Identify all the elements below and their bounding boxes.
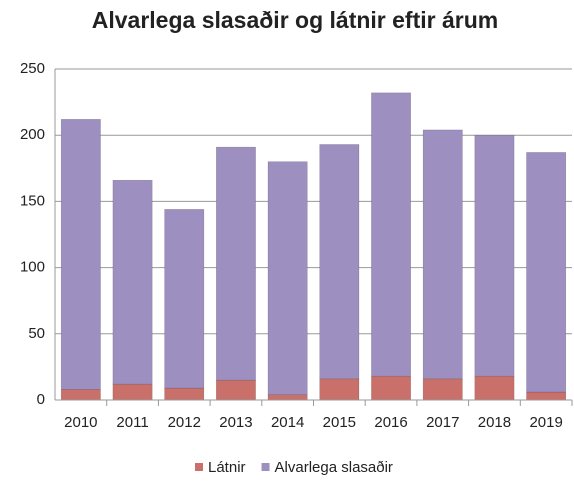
x-tick-label: 2018	[478, 414, 511, 431]
legend-swatch	[261, 463, 270, 471]
bar-segment	[526, 391, 567, 401]
bar-segment	[267, 394, 308, 401]
y-tick-label: 100	[20, 259, 45, 276]
bar-segment	[422, 129, 463, 380]
chart-title: Alvarlega slasaðir og látnir eftir árum	[92, 7, 498, 33]
bar-segment	[267, 161, 308, 395]
bar-segment	[371, 92, 411, 377]
y-tick-label: 200	[20, 126, 45, 143]
bar-segment	[422, 378, 463, 401]
bar-segment	[474, 375, 515, 401]
bar-segment	[112, 179, 153, 385]
bar-segment	[112, 383, 153, 401]
legend-swatch	[195, 463, 203, 471]
bar-segment	[526, 152, 567, 393]
bar-segment	[319, 144, 360, 380]
x-tick-label: 2011	[116, 414, 148, 431]
x-tick-label: 2015	[323, 414, 356, 431]
y-tick-label: 150	[20, 192, 45, 209]
bar-segment	[164, 209, 205, 389]
x-tick-label: 2016	[374, 414, 407, 431]
legend-label: Alvarlega slasaðir	[275, 459, 393, 476]
x-tick-label: 2010	[64, 414, 97, 431]
x-tick-label: 2012	[168, 414, 201, 431]
bar-segment	[474, 134, 515, 377]
x-tick-label: 2014	[271, 414, 304, 431]
bar-segment	[216, 379, 256, 401]
x-tick-label: 2017	[426, 414, 459, 431]
y-tick-label: 50	[28, 325, 45, 342]
x-tick-label: 2013	[219, 414, 252, 431]
legend-label: Látnir	[208, 459, 246, 476]
bar-segment	[371, 375, 411, 401]
bar-segment	[164, 387, 205, 401]
y-tick-label: 0	[37, 391, 45, 408]
bar-segment	[60, 389, 101, 401]
bar-segment	[216, 146, 256, 381]
bar-segment	[60, 119, 101, 390]
bar-segment	[319, 378, 360, 401]
x-tick-label: 2019	[529, 414, 562, 431]
y-tick-label: 250	[20, 60, 45, 77]
